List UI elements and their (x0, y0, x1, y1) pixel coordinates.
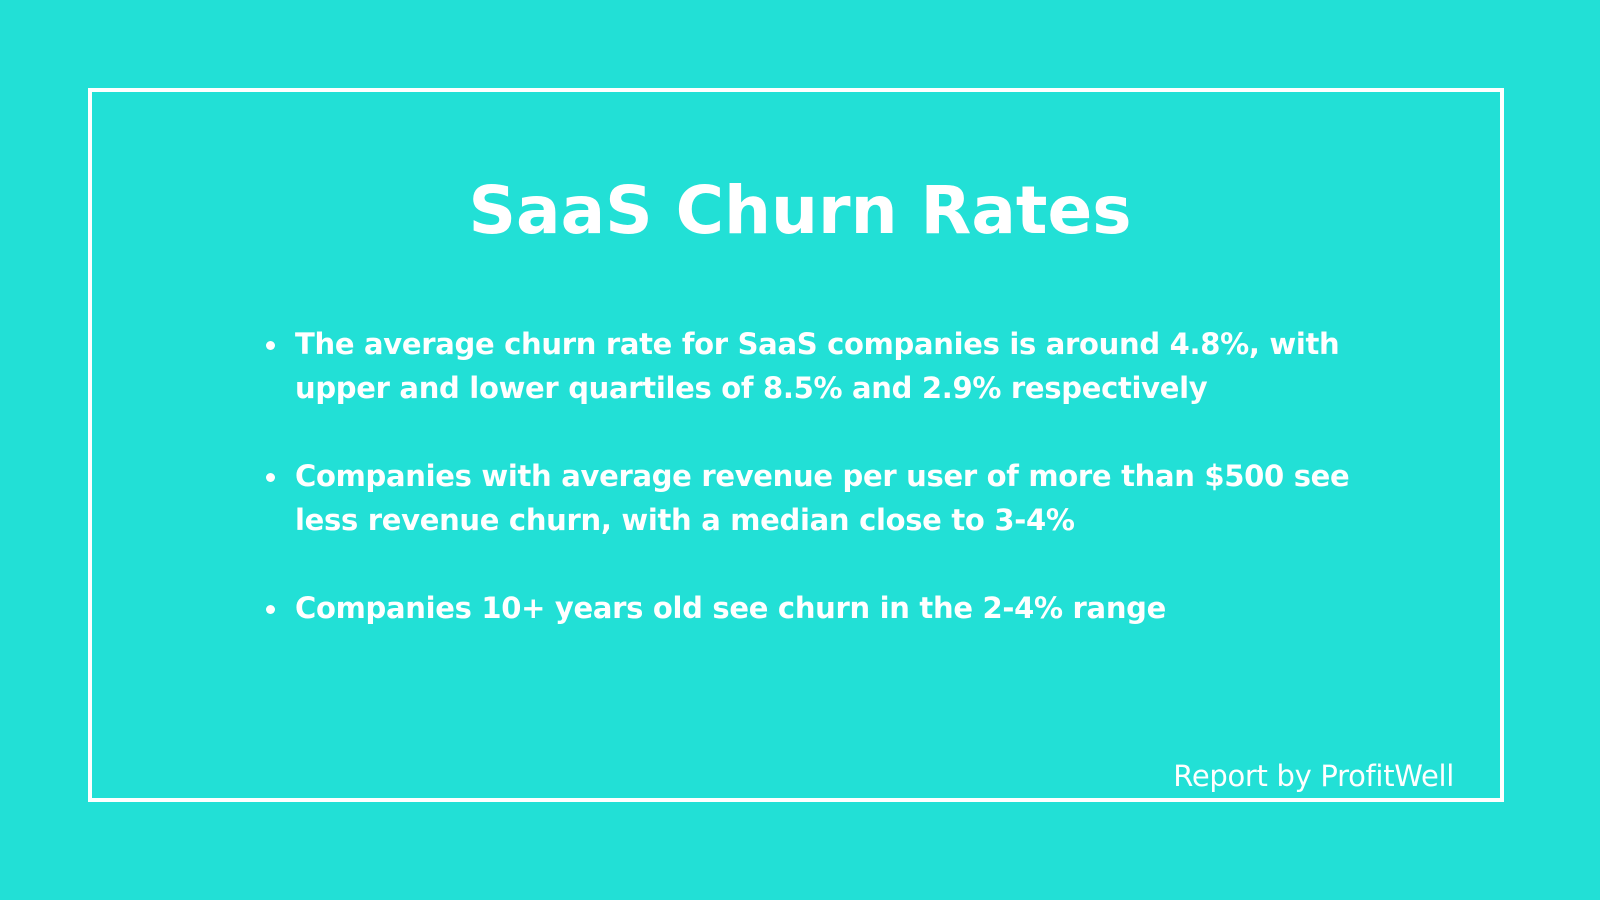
bullet-text: Companies 10+ years old see churn in the… (295, 591, 1166, 625)
bullet-item: Companies 10+ years old see churn in the… (266, 586, 1366, 630)
report-credit: Report by ProfitWell (1173, 759, 1454, 793)
bullet-text: Companies with average revenue per user … (295, 459, 1350, 537)
slide-title: SaaS Churn Rates (468, 172, 1132, 249)
bullet-dot-icon (266, 341, 275, 350)
bullet-dot-icon (266, 473, 275, 482)
bullet-dot-icon (266, 605, 275, 614)
bullet-list: The average churn rate for SaaS companie… (266, 322, 1366, 674)
bullet-item: Companies with average revenue per user … (266, 454, 1366, 542)
bullet-item: The average churn rate for SaaS companie… (266, 322, 1366, 410)
slide-frame (88, 88, 1504, 802)
bullet-text: The average churn rate for SaaS companie… (295, 327, 1340, 405)
